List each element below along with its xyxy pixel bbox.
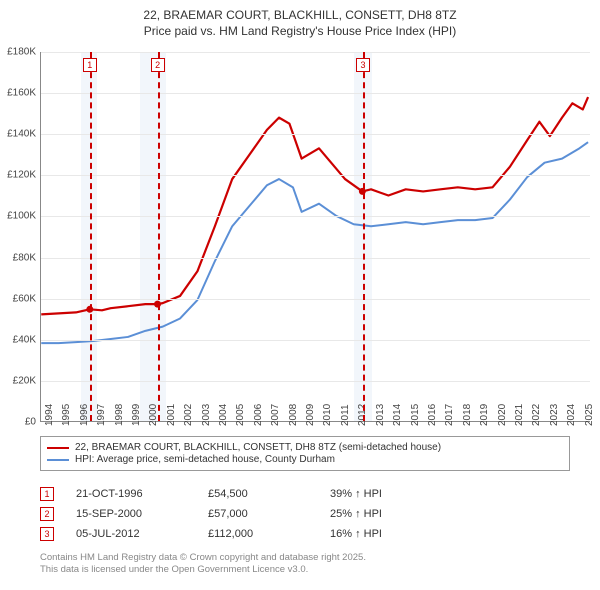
sales-row-marker: 1: [40, 487, 54, 501]
chart-svg: [41, 52, 590, 421]
gridline-h: [41, 52, 590, 53]
x-axis-label: 2008: [288, 404, 299, 426]
gridline-h: [41, 299, 590, 300]
y-axis-label: £40K: [13, 334, 36, 345]
sales-row-marker: 2: [40, 507, 54, 521]
x-axis-label: 2001: [166, 404, 177, 426]
sales-row: 1 21-OCT-1996 £54,500 39% ↑ HPI: [40, 484, 440, 504]
x-axis-label: 2010: [322, 404, 333, 426]
y-axis-label: £80K: [13, 252, 36, 263]
x-axis-label: 1998: [114, 404, 125, 426]
sale-marker-box: 3: [356, 58, 370, 72]
sales-row-pct: 39% ↑ HPI: [330, 488, 440, 500]
sales-row-price: £57,000: [208, 508, 308, 520]
gridline-h: [41, 93, 590, 94]
gridline-h: [41, 381, 590, 382]
sale-marker-line: [363, 52, 365, 421]
x-axis-label: 2022: [531, 404, 542, 426]
sale-marker-box: 1: [83, 58, 97, 72]
x-axis-label: 2004: [218, 404, 229, 426]
x-axis-label: 2009: [305, 404, 316, 426]
x-axis-label: 2020: [497, 404, 508, 426]
gridline-h: [41, 258, 590, 259]
x-axis-label: 1996: [79, 404, 90, 426]
x-axis-label: 2018: [462, 404, 473, 426]
x-axis-label: 1999: [131, 404, 142, 426]
legend-label-property: 22, BRAEMAR COURT, BLACKHILL, CONSETT, D…: [75, 442, 441, 453]
sales-row-marker: 3: [40, 527, 54, 541]
y-axis-label: £100K: [7, 211, 36, 222]
y-axis-label: £160K: [7, 88, 36, 99]
sale-marker-line: [158, 52, 160, 421]
gridline-h: [41, 216, 590, 217]
x-axis-label: 2024: [566, 404, 577, 426]
legend-row-property: 22, BRAEMAR COURT, BLACKHILL, CONSETT, D…: [47, 442, 563, 453]
x-axis-label: 2015: [410, 404, 421, 426]
y-axis-label: £0: [25, 417, 36, 428]
x-axis-label: 1997: [96, 404, 107, 426]
x-axis-label: 2013: [375, 404, 386, 426]
footer-line-2: This data is licensed under the Open Gov…: [40, 564, 366, 576]
sales-row-pct: 16% ↑ HPI: [330, 528, 440, 540]
sales-row-date: 21-OCT-1996: [76, 488, 186, 500]
x-axis-label: 2021: [514, 404, 525, 426]
sales-row-price: £54,500: [208, 488, 308, 500]
sales-row-date: 15-SEP-2000: [76, 508, 186, 520]
footer: Contains HM Land Registry data © Crown c…: [40, 552, 366, 577]
x-axis-label: 1995: [61, 404, 72, 426]
chart-title: 22, BRAEMAR COURT, BLACKHILL, CONSETT, D…: [0, 0, 600, 43]
sales-table: 1 21-OCT-1996 £54,500 39% ↑ HPI 2 15-SEP-2000…: [40, 484, 440, 544]
legend-swatch-property: [47, 447, 69, 449]
gridline-h: [41, 340, 590, 341]
sale-marker-box: 2: [151, 58, 165, 72]
legend: 22, BRAEMAR COURT, BLACKHILL, CONSETT, D…: [40, 436, 570, 471]
y-axis-label: £140K: [7, 129, 36, 140]
gridline-h: [41, 134, 590, 135]
title-line-1: 22, BRAEMAR COURT, BLACKHILL, CONSETT, D…: [10, 8, 590, 24]
x-axis-label: 2025: [584, 404, 595, 426]
x-axis-label: 2003: [201, 404, 212, 426]
y-axis-label: £60K: [13, 293, 36, 304]
x-axis-label: 2023: [549, 404, 560, 426]
sales-row: 2 15-SEP-2000 £57,000 25% ↑ HPI: [40, 504, 440, 524]
x-axis-label: 2017: [444, 404, 455, 426]
sales-row-pct: 25% ↑ HPI: [330, 508, 440, 520]
x-axis-label: 1994: [44, 404, 55, 426]
x-axis-label: 2005: [235, 404, 246, 426]
legend-row-hpi: HPI: Average price, semi-detached house,…: [47, 454, 563, 465]
sales-row: 3 05-JUL-2012 £112,000 16% ↑ HPI: [40, 524, 440, 544]
sale-marker-line: [90, 52, 92, 421]
y-axis-label: £180K: [7, 47, 36, 58]
x-axis-label: 2002: [183, 404, 194, 426]
footer-line-1: Contains HM Land Registry data © Crown c…: [40, 552, 366, 564]
title-line-2: Price paid vs. HM Land Registry's House …: [10, 24, 590, 40]
gridline-h: [41, 175, 590, 176]
x-axis-label: 2006: [253, 404, 264, 426]
x-axis-label: 2016: [427, 404, 438, 426]
legend-label-hpi: HPI: Average price, semi-detached house,…: [75, 454, 335, 465]
x-axis-label: 2007: [270, 404, 281, 426]
x-axis-label: 2014: [392, 404, 403, 426]
x-axis-label: 2011: [340, 404, 351, 426]
sales-row-date: 05-JUL-2012: [76, 528, 186, 540]
y-axis-label: £20K: [13, 375, 36, 386]
y-axis-label: £120K: [7, 170, 36, 181]
chart-plot-area: £0£20K£40K£60K£80K£100K£120K£140K£160K£1…: [40, 52, 590, 422]
x-axis-label: 2019: [479, 404, 490, 426]
legend-swatch-hpi: [47, 459, 69, 461]
sales-row-price: £112,000: [208, 528, 308, 540]
